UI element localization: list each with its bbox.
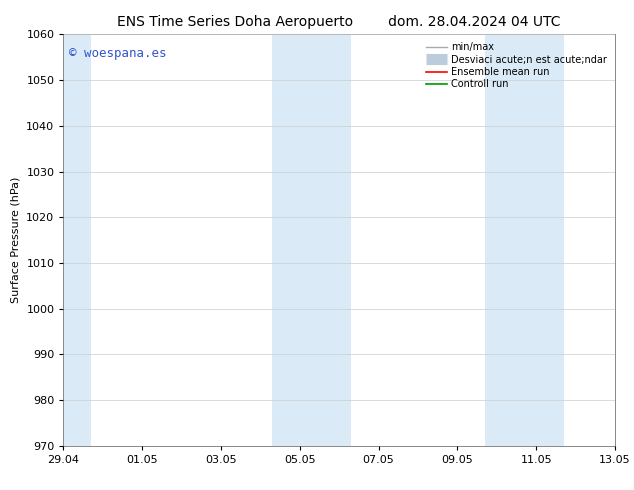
Text: © woespana.es: © woespana.es [69, 47, 166, 60]
Legend: min/max, Desviaci acute;n est acute;ndar, Ensemble mean run, Controll run: min/max, Desviaci acute;n est acute;ndar… [423, 39, 610, 92]
Title: ENS Time Series Doha Aeropuerto        dom. 28.04.2024 04 UTC: ENS Time Series Doha Aeropuerto dom. 28.… [117, 15, 561, 29]
Bar [485, 34, 564, 446]
Y-axis label: Surface Pressure (hPa): Surface Pressure (hPa) [11, 177, 21, 303]
Bar [272, 34, 351, 446]
Bar [63, 34, 91, 446]
